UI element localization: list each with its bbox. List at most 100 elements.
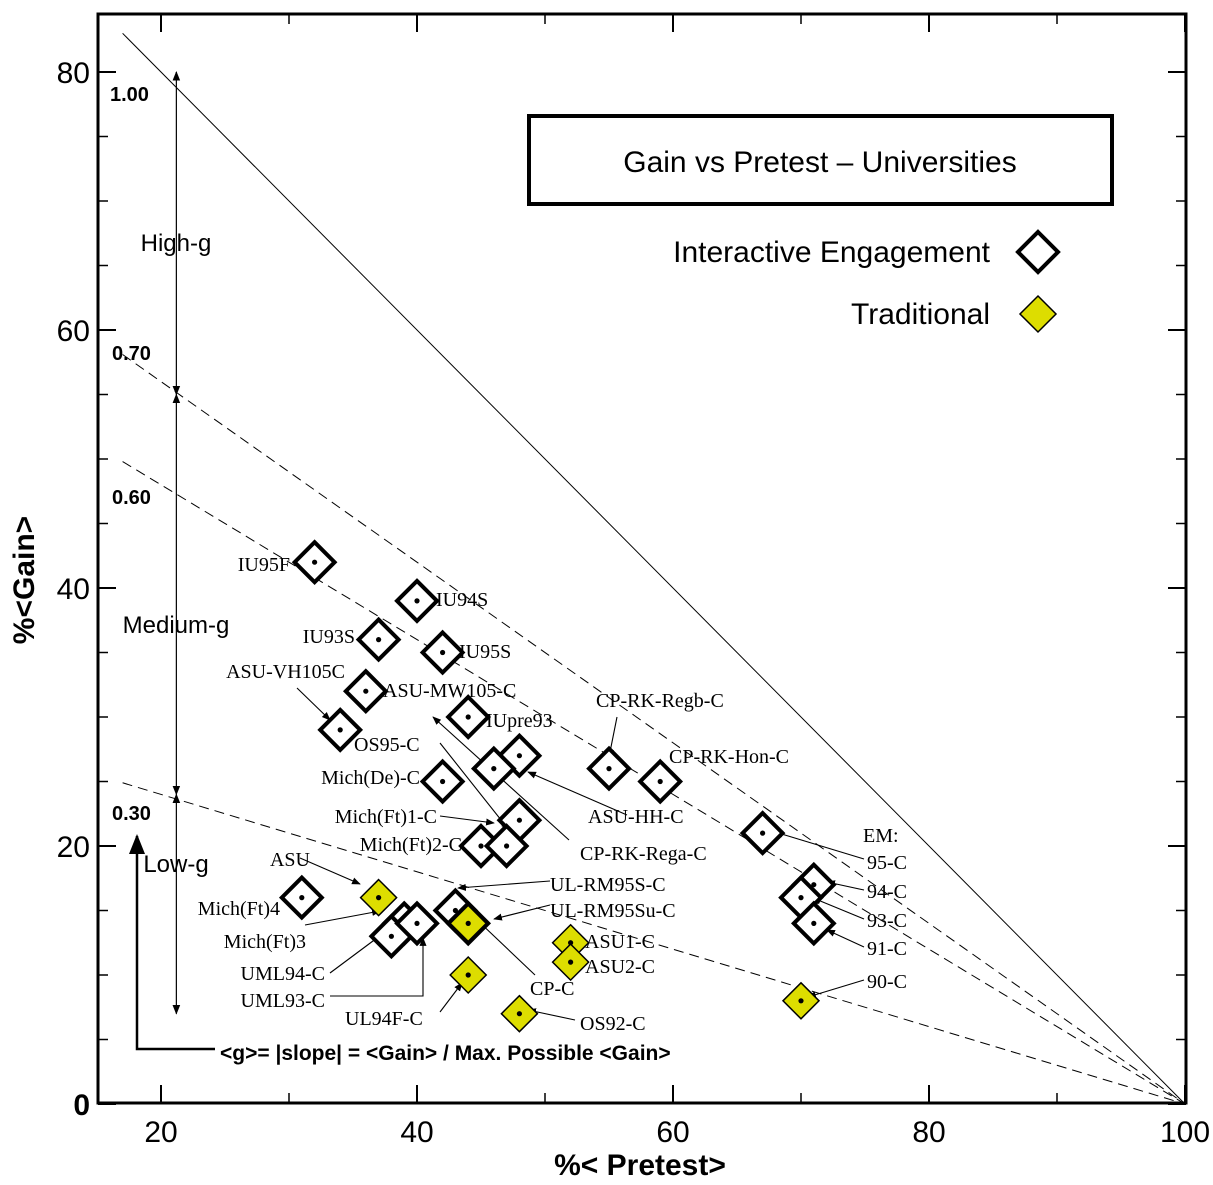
interactive-point-dot-10: [606, 766, 612, 772]
point-label-1-1: CP-C: [530, 978, 574, 1000]
point-label-0-7: ASU-HH-C: [588, 806, 684, 828]
leader-arrow-0-8: [439, 742, 510, 831]
interactive-point-dot-21: [388, 933, 394, 939]
leader-arrow-0-21: [329, 934, 382, 974]
interactive-point-dot-4: [363, 688, 369, 694]
leader-arrow-0-7: [527, 771, 628, 816]
interactive-point-dot-2: [376, 637, 382, 643]
point-label-0-16: 94-C: [867, 881, 907, 903]
x-axis-title: %< Pretest>: [554, 1149, 726, 1182]
leader-arrow-0-23: [457, 880, 551, 891]
leader-arrow-1-0: [299, 857, 361, 885]
interactive-point-dot-16: [811, 882, 817, 888]
point-label-0-20: Mich(Ft)3: [224, 931, 306, 953]
interactive-point-dot-23: [452, 907, 458, 914]
x-tick-label-40: 40: [400, 1116, 433, 1149]
leader-arrow-0-20: [304, 908, 381, 926]
point-label-0-8: OS95-C: [354, 734, 420, 756]
y-tick-label-20: 20: [57, 831, 90, 864]
point-label-0-15: 95-C: [867, 852, 907, 874]
band-label-0: High-g: [141, 230, 212, 257]
point-label-1-5: ASU2-C: [585, 956, 655, 978]
interactive-point-dot-13: [478, 843, 484, 849]
point-label-0-22: UML93-C: [241, 990, 325, 1012]
traditional-point-dot-3: [516, 1011, 523, 1017]
traditional-point-dot-1: [465, 920, 471, 927]
point-label-0-18: 91-C: [867, 938, 907, 960]
legend-marker-interactive: [1015, 229, 1061, 275]
x-tick-label-60: 60: [656, 1116, 689, 1149]
chart-title: Gain vs Pretest – Universities: [623, 146, 1016, 179]
point-label-0-6: IUpre93: [486, 710, 553, 732]
leader-arrow-1-2: [439, 982, 463, 1013]
interactive-point-dot-15: [760, 830, 766, 836]
x-tick-label-20: 20: [144, 1116, 177, 1149]
y-tick-label-0: 0: [73, 1089, 90, 1122]
interactive-point-dot-14: [504, 843, 510, 849]
traditional-point-dot-4: [568, 940, 574, 946]
point-label-0-17: 93-C: [867, 910, 907, 932]
traditional-point-dot-2: [465, 972, 471, 978]
point-label-0-10: CP-RK-Regb-C: [596, 690, 724, 712]
leader-arrow-0-22: [330, 937, 427, 997]
y-tick-label-60: 60: [57, 315, 90, 348]
interactive-point-dot-5: [337, 727, 343, 733]
x-tick-label-80: 80: [912, 1116, 945, 1149]
point-label-0-23: UL-RM95S-C: [550, 874, 666, 896]
interactive-point-dot-7: [516, 753, 523, 759]
point-label-0-12: Mich(Ft)1-C: [335, 806, 437, 828]
interactive-point-dot-8: [491, 766, 497, 772]
plot-frame: [96, 12, 1188, 1105]
point-label-0-11: CP-RK-Hon-C: [669, 746, 789, 768]
point-label-0-5: ASU-VH105C: [226, 661, 345, 683]
interactive-point-dot-19: [299, 895, 305, 901]
g-line-0-30: [122, 782, 1186, 1105]
leader-arrow-0-18: [826, 929, 865, 948]
point-label-1-6: 90-C: [867, 971, 907, 993]
point-label-0-3: IU95S: [459, 641, 511, 663]
y-tick-label-40: 40: [57, 573, 90, 606]
point-label-0-4: ASU-MW105-C: [383, 680, 516, 702]
leader-arrow-0-5: [296, 687, 331, 721]
point-label-1-4: ASU1-C: [585, 931, 655, 953]
point-label-1-2: UL94F-C: [345, 1008, 423, 1030]
point-label-0-2: IU93S: [303, 626, 355, 648]
leader-arrow-1-6: [807, 979, 865, 999]
leader-arrow-0-15: [774, 830, 865, 860]
band-label-2: Low-g: [143, 851, 208, 878]
em-group-label: EM:: [863, 825, 899, 847]
g-line-label-1: 0.70: [112, 343, 151, 365]
x-tick-label-100: 100: [1160, 1116, 1210, 1149]
y-tick-label-80: 80: [57, 57, 90, 90]
point-label-0-14: CP-RK-Rega-C: [580, 843, 707, 865]
point-label-1-3: OS92-C: [580, 1013, 646, 1035]
interactive-point-dot-9: [440, 778, 446, 785]
interactive-point-dot-0: [312, 559, 318, 565]
g-formula-annotation: <g>= |slope| = <Gain> / Max. Possible <G…: [220, 1042, 671, 1065]
legend-title-box: [527, 114, 1114, 206]
g-line-1-00: [122, 32, 1186, 1105]
point-label-0-19: Mich(Ft)4: [198, 898, 280, 920]
traditional-point-dot-5: [568, 959, 574, 965]
point-label-0-0: IU95F: [238, 554, 290, 576]
interactive-point-dot-18: [811, 920, 817, 927]
g-line-0-70: [122, 354, 1186, 1105]
point-label-0-1: IU94S: [436, 589, 488, 611]
formula-arrow: [129, 834, 215, 1051]
leader-arrow-0-17: [812, 897, 865, 920]
legend-label-interactive: Interactive Engagement: [673, 236, 991, 269]
interactive-point-dot-17: [798, 895, 804, 901]
point-label-0-24: UL-RM95Su-C: [550, 900, 676, 922]
y-axis-title: %<Gain>: [8, 516, 41, 644]
point-label-0-9: Mich(De)-C: [321, 767, 420, 789]
point-label-1-0: ASU: [270, 849, 311, 871]
point-label-0-13: Mich(Ft)2-C: [360, 834, 462, 856]
traditional-point-dot-0: [376, 895, 382, 901]
interactive-point-dot-12: [516, 817, 523, 823]
interactive-point-dot-22: [414, 920, 420, 927]
traditional-point-dot-6: [798, 998, 804, 1004]
interactive-point-dot-6: [465, 714, 471, 720]
point-label-0-21: UML94-C: [241, 963, 325, 985]
legend-marker-traditional: [1018, 294, 1058, 334]
